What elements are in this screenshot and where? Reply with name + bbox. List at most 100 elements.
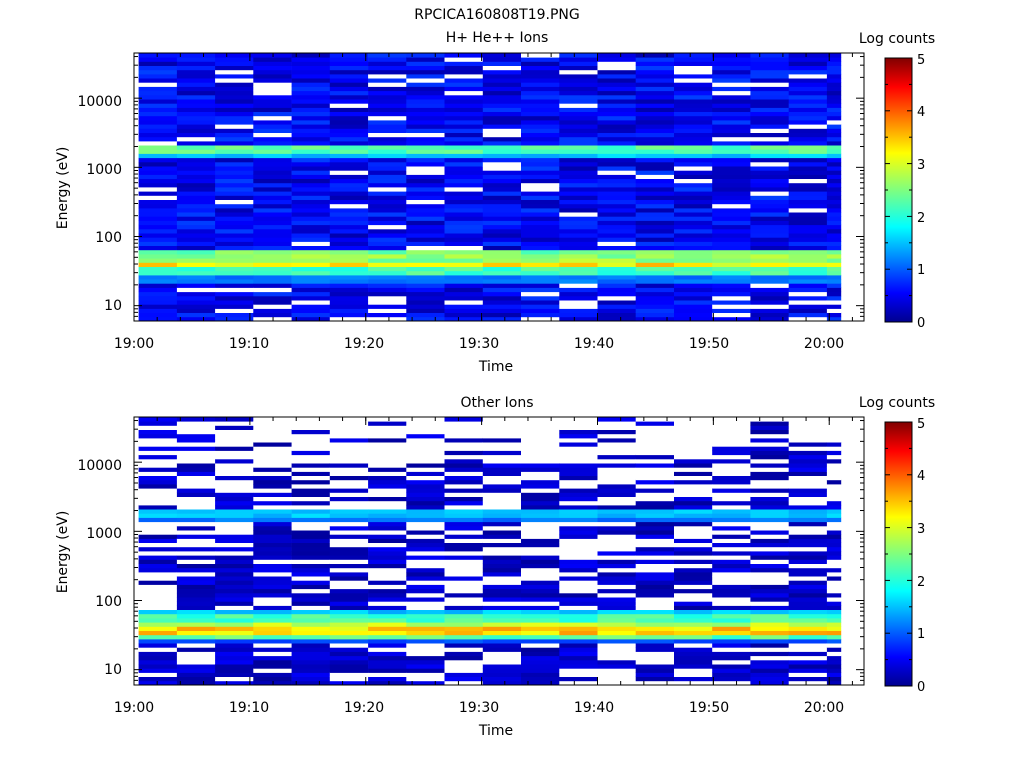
heatmap-cell bbox=[635, 120, 675, 125]
heatmap-cell bbox=[712, 262, 751, 267]
heatmap-cell bbox=[368, 421, 407, 426]
heatmap-cell bbox=[138, 90, 178, 96]
heatmap-cell bbox=[750, 475, 789, 481]
heatmap-cell bbox=[253, 496, 292, 502]
heatmap-cell bbox=[597, 103, 637, 108]
heatmap-cell bbox=[444, 233, 484, 238]
heatmap-cell bbox=[329, 576, 369, 581]
heatmap-cell bbox=[826, 655, 842, 661]
heatmap-cell bbox=[750, 199, 789, 205]
heatmap-cell bbox=[826, 542, 842, 548]
heatmap-cell bbox=[482, 588, 522, 594]
axis-ticks bbox=[133, 53, 864, 322]
heatmap-cell bbox=[597, 504, 637, 510]
heatmap-cell bbox=[253, 421, 292, 426]
heatmap-cell bbox=[559, 153, 598, 159]
heatmap-cell bbox=[215, 191, 254, 196]
y-tick-label: 10000 bbox=[77, 458, 122, 474]
heatmap-cell bbox=[138, 73, 178, 79]
heatmap-cell bbox=[712, 241, 751, 246]
heatmap-cell bbox=[444, 521, 484, 527]
heatmap-cell bbox=[674, 509, 713, 514]
heatmap-cell bbox=[406, 132, 445, 138]
heatmap-cell bbox=[176, 216, 216, 221]
heatmap-cell bbox=[712, 308, 751, 313]
heatmap-cell bbox=[750, 680, 789, 686]
heatmap-cell bbox=[291, 433, 331, 439]
heatmap-cell bbox=[253, 668, 292, 673]
heatmap-cell bbox=[253, 283, 292, 288]
heatmap-cell bbox=[712, 626, 751, 631]
heatmap-cell bbox=[176, 479, 216, 485]
heatmap-cell bbox=[444, 212, 484, 217]
heatmap-cell bbox=[291, 551, 331, 556]
heatmap-cell bbox=[521, 647, 560, 652]
heatmap-cell bbox=[521, 57, 560, 62]
heatmap-cell bbox=[253, 187, 292, 192]
heatmap-cell bbox=[291, 53, 331, 58]
x-axis-label: Time bbox=[478, 723, 513, 739]
heatmap-cell bbox=[138, 153, 178, 159]
heatmap-cell bbox=[826, 132, 842, 138]
heatmap-cell bbox=[291, 241, 331, 246]
heatmap-cell bbox=[253, 145, 292, 150]
heatmap-cell bbox=[521, 546, 560, 552]
heatmap-cell bbox=[291, 450, 331, 456]
heatmap-cell bbox=[559, 592, 598, 598]
heatmap-cell bbox=[712, 207, 751, 213]
heatmap-cell bbox=[291, 442, 331, 447]
heatmap-cell bbox=[674, 488, 713, 493]
heatmap-cell bbox=[329, 262, 369, 267]
heatmap-cell bbox=[138, 291, 178, 297]
heatmap-cell bbox=[674, 634, 713, 640]
heatmap-cell bbox=[138, 145, 178, 150]
heatmap-cell bbox=[444, 479, 484, 485]
heatmap-cell bbox=[674, 166, 713, 171]
heatmap-cell bbox=[291, 283, 331, 288]
heatmap-cell bbox=[559, 295, 598, 301]
heatmap-cell bbox=[788, 166, 828, 171]
heatmap-cell bbox=[635, 442, 675, 447]
heatmap-cell bbox=[750, 270, 789, 276]
heatmap-cell bbox=[826, 509, 842, 514]
heatmap-cell bbox=[521, 425, 560, 430]
heatmap-cell bbox=[406, 99, 445, 104]
heatmap-cell bbox=[674, 492, 713, 497]
heatmap-cell bbox=[826, 622, 842, 627]
heatmap-cell bbox=[368, 630, 407, 636]
heatmap-cell bbox=[291, 471, 331, 476]
colorbar-tick-label: 0 bbox=[917, 316, 925, 331]
heatmap-cell bbox=[635, 613, 675, 619]
heatmap-cell bbox=[444, 316, 484, 322]
heatmap-cell bbox=[215, 161, 254, 167]
heatmap-cell bbox=[291, 496, 331, 502]
heatmap-cell bbox=[291, 613, 331, 619]
heatmap-cell bbox=[521, 659, 560, 665]
heatmap-cell bbox=[788, 605, 828, 610]
heatmap-cell bbox=[368, 442, 407, 447]
heatmap-cell bbox=[750, 597, 789, 602]
heatmap-cell bbox=[521, 157, 560, 163]
heatmap-cell bbox=[597, 601, 637, 606]
heatmap-cell bbox=[559, 521, 598, 527]
heatmap-cell bbox=[444, 220, 484, 226]
heatmap-cell bbox=[368, 592, 407, 598]
heatmap-cell bbox=[215, 283, 254, 288]
heatmap-cell bbox=[635, 484, 675, 489]
heatmap-cell bbox=[788, 207, 828, 213]
heatmap-cell bbox=[138, 592, 178, 598]
heatmap-cell bbox=[521, 618, 560, 623]
heatmap-cell bbox=[674, 195, 713, 200]
heatmap-cell bbox=[215, 555, 254, 560]
heatmap-cell bbox=[253, 567, 292, 573]
heatmap-cell bbox=[176, 308, 216, 313]
heatmap-cell bbox=[215, 57, 254, 62]
heatmap-cell bbox=[291, 584, 331, 590]
heatmap-cell bbox=[788, 433, 828, 439]
heatmap-cell bbox=[712, 668, 751, 673]
heatmap-cell bbox=[444, 517, 484, 523]
heatmap-cell bbox=[674, 295, 713, 301]
heatmap-cell bbox=[138, 216, 178, 221]
heatmap-cell bbox=[444, 672, 484, 677]
heatmap-cell bbox=[750, 73, 789, 79]
